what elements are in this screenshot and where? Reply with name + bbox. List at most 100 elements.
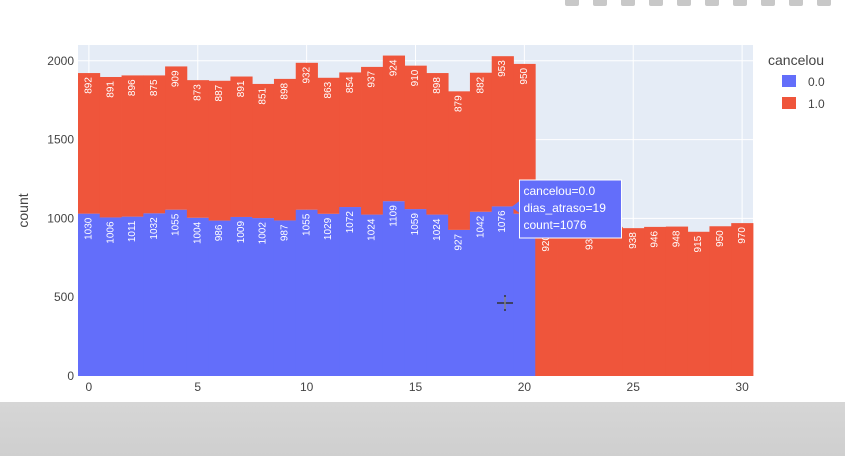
bar-label-0-4: 1055 (171, 213, 182, 236)
bar-0-15[interactable] (404, 209, 427, 376)
axes: 0 5 10 15 20 25 30 0 500 1000 1500 2000 (47, 54, 749, 394)
bar-1-0[interactable] (78, 73, 101, 214)
bar-label-0-12: 1072 (345, 211, 356, 234)
bar-0-3[interactable] (143, 213, 166, 376)
bar-1-10[interactable] (295, 62, 318, 210)
bar-1-17[interactable] (448, 91, 471, 230)
bar-1-11[interactable] (317, 77, 340, 214)
bar-label-0-16: 1024 (432, 218, 443, 241)
zoom-in-icon[interactable] (705, 0, 719, 6)
bar-label-1-4: 909 (171, 70, 182, 87)
bar-1-19[interactable] (491, 56, 514, 207)
bar-0-8[interactable] (252, 218, 275, 376)
bar-label-0-3: 1032 (149, 217, 160, 240)
bar-0-1[interactable] (99, 217, 122, 376)
bar-1-1[interactable] (99, 76, 122, 218)
plotly-logo-icon[interactable] (817, 0, 831, 6)
modebar (545, 0, 845, 8)
bar-0-6[interactable] (208, 220, 231, 376)
select-icon[interactable] (649, 0, 663, 6)
lasso-icon[interactable] (677, 0, 691, 6)
bar-label-1-7: 891 (236, 80, 247, 97)
x-tick-label: 25 (627, 380, 641, 394)
bar-1-25[interactable] (622, 228, 645, 376)
x-tick-label: 15 (409, 380, 423, 394)
bar-1-16[interactable] (426, 73, 449, 215)
reset-icon[interactable] (789, 0, 803, 6)
bar-0-0[interactable] (78, 213, 101, 376)
legend-swatch-1[interactable] (782, 97, 796, 109)
autoscale-icon[interactable] (761, 0, 775, 6)
bar-0-10[interactable] (295, 209, 318, 376)
bar-1-6[interactable] (208, 80, 231, 221)
bar-1-23[interactable] (578, 229, 601, 376)
bar-0-16[interactable] (426, 214, 449, 376)
bar-0-14[interactable] (382, 201, 406, 376)
bar-1-15[interactable] (404, 65, 427, 210)
bar-0-12[interactable] (339, 207, 362, 376)
bar-0-11[interactable] (317, 213, 340, 376)
bar-0-7[interactable] (230, 216, 253, 376)
bar-1-14[interactable] (382, 55, 406, 202)
bar-1-22[interactable] (557, 227, 580, 376)
bar-0-20[interactable] (513, 213, 536, 376)
bar-label-1-9: 898 (279, 82, 290, 99)
bar-0-19[interactable] (491, 206, 514, 376)
bar-label-1-13: 937 (367, 70, 378, 87)
y-tick-label: 0 (67, 369, 74, 383)
legend-swatch-0[interactable] (782, 75, 796, 87)
bar-1-2[interactable] (121, 75, 144, 217)
zoom-icon[interactable] (593, 0, 607, 6)
bar-1-30[interactable] (731, 223, 754, 376)
bar-0-18[interactable] (469, 211, 493, 376)
bar-0-4[interactable] (165, 209, 188, 376)
bar-0-17[interactable] (448, 229, 471, 376)
bars[interactable] (78, 55, 754, 376)
bar-1-20[interactable] (513, 63, 536, 214)
bar-1-9[interactable] (273, 78, 297, 221)
legend[interactable]: cancelou 0.0 1.0 (768, 52, 825, 111)
bar-1-7[interactable] (230, 76, 253, 217)
bar-1-5[interactable] (186, 80, 210, 218)
video-bottom-bar (0, 402, 845, 456)
bar-0-5[interactable] (186, 217, 210, 376)
bar-1-4[interactable] (165, 66, 188, 210)
bar-label-0-7: 1009 (236, 221, 247, 244)
bar-label-1-16: 898 (432, 77, 443, 94)
bar-labels: 1030 892 1006 891 1011 896 1032 875 1055 909 1004 8… (84, 59, 748, 252)
bar-0-9[interactable] (273, 220, 297, 376)
bar-label-0-2: 1011 (127, 220, 138, 242)
y-tick-label: 500 (54, 290, 74, 304)
bar-label-0-19: 1076 (497, 210, 508, 233)
hover-line-x: dias_atraso=19 (523, 201, 606, 215)
legend-entry-1[interactable]: 1.0 (808, 97, 825, 111)
zoom-out-icon[interactable] (733, 0, 747, 6)
bar-0-2[interactable] (121, 216, 144, 376)
x-tick-label: 30 (735, 380, 749, 394)
bar-1-13[interactable] (361, 66, 384, 215)
bar-1-3[interactable] (143, 75, 166, 214)
bar-1-29[interactable] (709, 226, 732, 376)
bar-label-0-18: 1042 (475, 215, 486, 238)
pan-icon[interactable] (621, 0, 635, 6)
bar-1-24[interactable] (600, 226, 623, 376)
bar-label-1-10: 932 (301, 66, 312, 83)
bar-1-12[interactable] (339, 72, 362, 208)
bar-1-26[interactable] (644, 226, 667, 376)
bar-1-28[interactable] (687, 231, 710, 376)
bar-1-21[interactable] (535, 230, 558, 376)
bar-label-1-18: 882 (475, 76, 486, 93)
bar-label-1-17: 879 (454, 95, 465, 112)
bar-label-1-25: 938 (628, 232, 639, 249)
bar-1-27[interactable] (665, 226, 689, 376)
bar-label-1-23: 931 (584, 233, 595, 250)
camera-icon[interactable] (565, 0, 579, 6)
bar-1-8[interactable] (252, 83, 275, 219)
bar-label-1-26: 946 (650, 230, 661, 247)
y-axis-title: count (15, 193, 31, 227)
bar-0-13[interactable] (361, 214, 384, 376)
legend-entry-0[interactable]: 0.0 (808, 75, 825, 89)
hover-tooltip-box (518, 179, 622, 239)
bar-label-1-8: 851 (258, 87, 269, 104)
bar-1-18[interactable] (469, 72, 493, 212)
